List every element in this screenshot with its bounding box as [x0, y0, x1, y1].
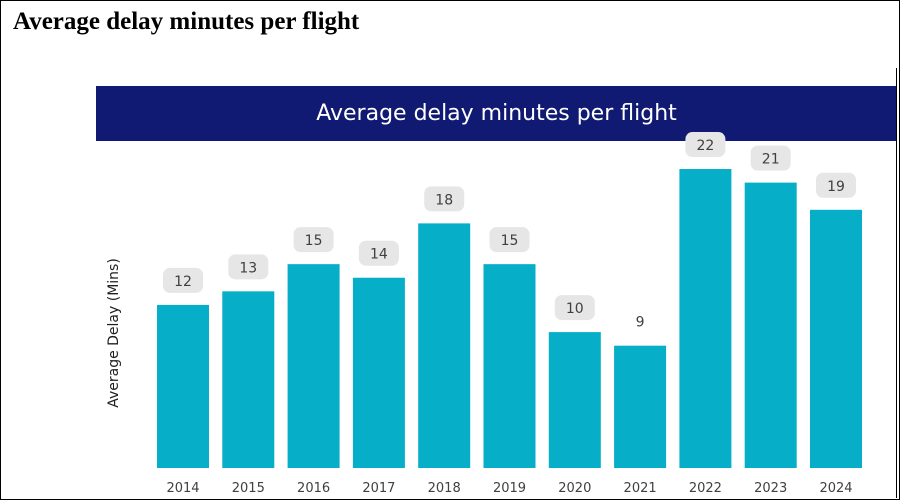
data-label-box-2015: [228, 254, 269, 280]
data-label-box-2019: [489, 227, 530, 253]
bar-2017: [352, 277, 405, 468]
data-label-box-2022: [685, 132, 726, 158]
data-label-2018: 18: [435, 192, 453, 208]
bar-2022: [679, 169, 732, 468]
bar-2020: [548, 332, 601, 468]
data-label-2022: 22: [696, 138, 714, 154]
data-label-box-2014: [163, 267, 203, 293]
data-label-2014: 12: [174, 274, 192, 290]
data-label-2024: 19: [827, 179, 845, 195]
x-tick-2023: 2023: [754, 481, 787, 496]
data-label-2021: 9: [636, 315, 645, 331]
data-label-2017: 14: [370, 247, 388, 263]
x-tick-2020: 2020: [558, 481, 591, 496]
bar-2023: [744, 182, 797, 468]
x-tick-2017: 2017: [362, 481, 395, 496]
chart-border-right: [896, 68, 897, 498]
x-tick-2021: 2021: [624, 481, 657, 496]
bar-2015: [222, 291, 275, 468]
data-label-box-2018: [424, 186, 465, 212]
data-label-2016: 15: [305, 233, 323, 249]
data-label-box-2016: [293, 227, 334, 253]
x-tick-2015: 2015: [232, 481, 265, 496]
chart-title: Average delay minutes per flight: [316, 101, 677, 126]
data-label-box-2023: [750, 145, 791, 171]
bar-2014: [157, 304, 209, 468]
bar-2024: [810, 209, 862, 469]
y-axis-label: Average Delay (Mins): [106, 258, 122, 408]
data-label-2015: 13: [239, 260, 257, 276]
data-label-box-2024: [816, 172, 856, 198]
bar-2016: [287, 264, 340, 468]
x-tick-2014: 2014: [166, 481, 199, 496]
bar-2019: [483, 264, 536, 468]
page-title: Average delay minutes per flight: [13, 8, 360, 35]
data-label-2020: 10: [566, 301, 584, 317]
data-label-box-2017: [358, 240, 399, 266]
data-label-2023: 21: [762, 152, 780, 168]
bar-2018: [418, 223, 471, 468]
bar-2021: [614, 345, 667, 468]
x-tick-2024: 2024: [819, 481, 852, 496]
x-tick-2016: 2016: [297, 481, 330, 496]
data-label-2019: 15: [501, 233, 519, 249]
x-tick-2022: 2022: [689, 481, 722, 496]
x-tick-2018: 2018: [428, 481, 461, 496]
x-tick-2019: 2019: [493, 481, 526, 496]
chart-title-banner: Average delay minutes per flight: [96, 86, 897, 141]
data-label-box-2020: [554, 295, 595, 321]
